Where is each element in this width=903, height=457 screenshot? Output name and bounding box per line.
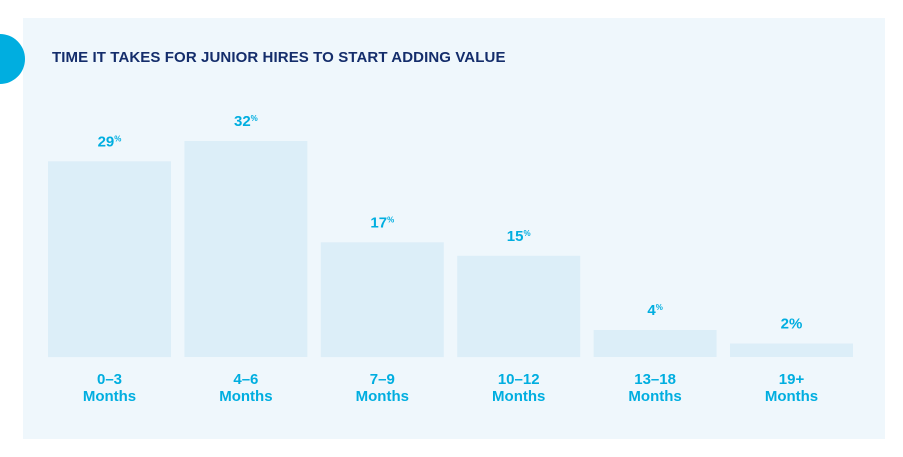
category-label-2: 7–9 Months	[356, 371, 409, 405]
category-unit-1: Months	[219, 388, 272, 405]
bar-4	[593, 330, 717, 357]
data-label-0: 29%	[98, 133, 122, 150]
category-label-4: 13–18 Months	[628, 371, 681, 405]
data-label-value-5: 2%	[781, 316, 803, 333]
category-unit-2: Months	[356, 388, 409, 405]
category-label-1: 4–6 Months	[219, 371, 272, 405]
category-unit-4: Months	[628, 388, 681, 405]
bar-5	[730, 343, 853, 357]
bar-2	[320, 242, 444, 358]
data-label-unit-0: %	[114, 134, 121, 143]
category-label-3: 10–12 Months	[492, 371, 545, 405]
data-label-3: 15%	[507, 228, 531, 245]
data-label-2: 17%	[370, 214, 394, 231]
data-label-value-1: 32	[234, 113, 251, 130]
data-label-unit-3: %	[523, 229, 530, 238]
data-label-unit-2: %	[387, 215, 394, 224]
bar-3	[457, 255, 581, 358]
category-range-4: 13–18	[634, 371, 676, 388]
data-label-5: 2%	[781, 316, 803, 333]
category-unit-0: Months	[83, 388, 136, 405]
data-label-4: 4%	[647, 302, 662, 319]
category-unit-5: Months	[765, 388, 818, 405]
data-label-unit-1: %	[251, 114, 258, 123]
data-label-value-0: 29	[98, 133, 115, 150]
data-label-value-4: 4	[647, 302, 656, 319]
data-label-1: 32%	[234, 113, 258, 130]
category-range-1: 4–6	[233, 371, 258, 388]
category-unit-3: Months	[492, 388, 545, 405]
bar-0	[48, 161, 171, 358]
category-label-0: 0–3 Months	[83, 371, 136, 405]
bar-1	[184, 141, 308, 357]
category-label-5: 19+ Months	[765, 371, 818, 405]
chart-title: TIME IT TAKES FOR JUNIOR HIRES TO START …	[52, 49, 506, 66]
data-label-value-3: 15	[507, 228, 524, 245]
category-range-0: 0–3	[97, 371, 122, 388]
data-label-unit-4: %	[656, 303, 663, 312]
data-label-value-2: 17	[370, 214, 387, 231]
category-range-5: 19+	[779, 371, 805, 388]
category-range-3: 10–12	[498, 371, 540, 388]
category-range-2: 7–9	[370, 371, 395, 388]
